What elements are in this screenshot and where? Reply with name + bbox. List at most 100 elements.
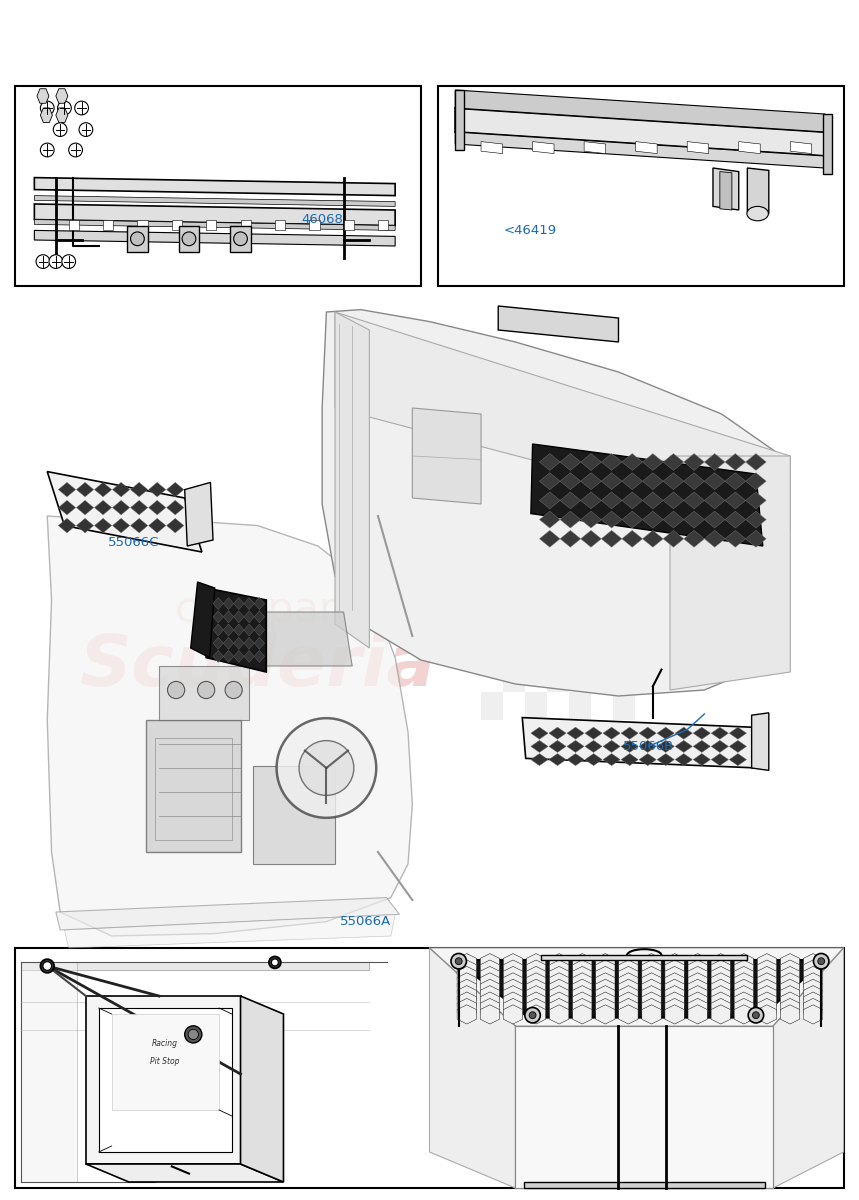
- Polygon shape: [21, 962, 369, 970]
- Polygon shape: [663, 473, 684, 490]
- Polygon shape: [642, 973, 661, 992]
- Polygon shape: [803, 992, 823, 1012]
- Text: Racing: Racing: [152, 1039, 178, 1049]
- Polygon shape: [752, 713, 769, 770]
- Polygon shape: [244, 598, 254, 610]
- Circle shape: [40, 101, 54, 115]
- Polygon shape: [595, 973, 615, 992]
- Polygon shape: [155, 738, 232, 840]
- Polygon shape: [595, 966, 615, 985]
- Polygon shape: [729, 740, 746, 752]
- Polygon shape: [541, 955, 747, 960]
- Polygon shape: [527, 985, 545, 1004]
- Polygon shape: [455, 90, 825, 132]
- Polygon shape: [581, 473, 601, 490]
- Polygon shape: [734, 1004, 753, 1024]
- Polygon shape: [573, 979, 592, 998]
- Polygon shape: [244, 650, 254, 662]
- Polygon shape: [704, 454, 725, 470]
- Polygon shape: [642, 985, 661, 1004]
- Polygon shape: [335, 312, 369, 648]
- Polygon shape: [34, 220, 395, 230]
- Polygon shape: [539, 473, 560, 490]
- Polygon shape: [665, 966, 685, 985]
- Polygon shape: [241, 220, 251, 230]
- Polygon shape: [780, 998, 800, 1018]
- Polygon shape: [758, 966, 777, 985]
- Polygon shape: [539, 511, 560, 528]
- Polygon shape: [595, 998, 615, 1018]
- Circle shape: [529, 1012, 536, 1019]
- Polygon shape: [223, 650, 234, 662]
- Polygon shape: [746, 511, 766, 528]
- Bar: [613, 636, 635, 664]
- Polygon shape: [550, 960, 569, 979]
- Polygon shape: [457, 1004, 477, 1024]
- Polygon shape: [34, 204, 395, 226]
- Polygon shape: [275, 220, 285, 230]
- Polygon shape: [780, 973, 800, 992]
- Polygon shape: [480, 992, 500, 1012]
- Polygon shape: [618, 960, 638, 979]
- Polygon shape: [688, 960, 707, 979]
- Polygon shape: [684, 511, 704, 528]
- Polygon shape: [688, 985, 707, 1004]
- Polygon shape: [665, 954, 685, 973]
- Polygon shape: [622, 492, 643, 509]
- Circle shape: [813, 954, 829, 968]
- Bar: [525, 524, 547, 552]
- Polygon shape: [585, 727, 602, 739]
- Circle shape: [40, 143, 54, 157]
- Circle shape: [182, 232, 196, 246]
- Polygon shape: [457, 985, 477, 1004]
- Circle shape: [53, 122, 67, 137]
- Polygon shape: [457, 998, 477, 1018]
- Polygon shape: [758, 998, 777, 1018]
- Polygon shape: [549, 740, 566, 752]
- Polygon shape: [503, 992, 522, 1012]
- Polygon shape: [684, 454, 704, 470]
- Polygon shape: [711, 985, 730, 1004]
- Polygon shape: [244, 637, 254, 649]
- Polygon shape: [758, 954, 777, 973]
- Polygon shape: [665, 960, 685, 979]
- Polygon shape: [258, 612, 352, 666]
- Polygon shape: [639, 754, 656, 766]
- Polygon shape: [567, 727, 584, 739]
- Polygon shape: [480, 973, 500, 992]
- Polygon shape: [746, 473, 766, 490]
- Polygon shape: [550, 966, 569, 985]
- Polygon shape: [480, 954, 500, 973]
- Bar: [547, 664, 569, 692]
- Polygon shape: [223, 624, 234, 636]
- Circle shape: [198, 682, 215, 698]
- Polygon shape: [803, 1004, 823, 1024]
- Circle shape: [185, 1026, 202, 1043]
- Polygon shape: [618, 973, 638, 992]
- Polygon shape: [378, 220, 388, 230]
- Polygon shape: [149, 518, 166, 533]
- Polygon shape: [503, 966, 522, 985]
- Bar: [569, 692, 591, 720]
- Polygon shape: [206, 588, 266, 672]
- Polygon shape: [581, 511, 601, 528]
- Polygon shape: [47, 516, 412, 936]
- Polygon shape: [746, 530, 766, 547]
- Polygon shape: [34, 230, 395, 246]
- Circle shape: [451, 954, 466, 968]
- Polygon shape: [527, 1004, 545, 1024]
- Polygon shape: [191, 582, 215, 658]
- Polygon shape: [720, 172, 732, 210]
- Polygon shape: [790, 142, 812, 154]
- Polygon shape: [780, 960, 800, 979]
- Polygon shape: [675, 740, 692, 752]
- Polygon shape: [711, 1004, 730, 1024]
- Polygon shape: [503, 1004, 522, 1024]
- Polygon shape: [550, 1004, 569, 1024]
- Polygon shape: [675, 727, 692, 739]
- Polygon shape: [642, 992, 661, 1012]
- Polygon shape: [103, 220, 113, 230]
- Polygon shape: [747, 168, 769, 214]
- Bar: [547, 552, 569, 580]
- Polygon shape: [618, 954, 638, 973]
